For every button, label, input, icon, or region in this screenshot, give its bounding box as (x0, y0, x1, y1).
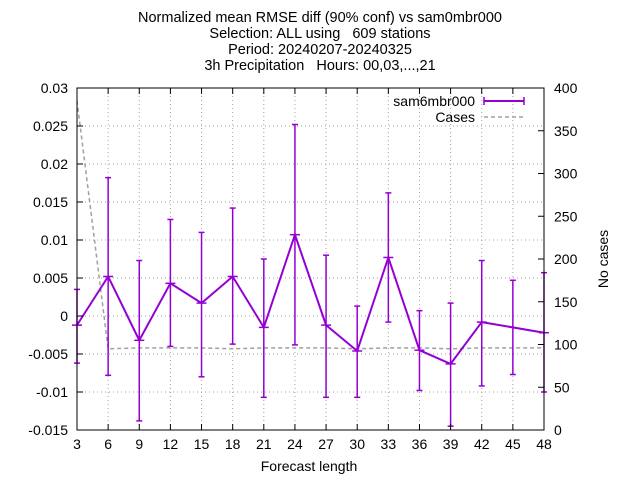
x-tick-label: 39 (443, 436, 459, 452)
y2-tick-label: 350 (554, 123, 578, 139)
y2-tick-label: 0 (554, 422, 562, 438)
y2-tick-label: 200 (554, 251, 578, 267)
legend-key-main (483, 97, 525, 105)
y-tick-label: 0.02 (41, 156, 68, 172)
x-tick-label: 18 (225, 436, 241, 452)
cases-series (76, 100, 544, 350)
y-tick-label: -0.015 (28, 422, 68, 438)
x-tick-label: 27 (318, 436, 334, 452)
legend: sam6mbr000 Cases (393, 93, 525, 125)
x-tick-label: 33 (381, 436, 397, 452)
chart-title-line-4: 3h Precipitation Hours: 00,03,...,21 (204, 58, 436, 74)
x-tick-label: 12 (163, 436, 179, 452)
chart-title-line-1: Normalized mean RMSE diff (90% conf) vs … (138, 10, 502, 26)
y2-tick-label: 100 (554, 337, 578, 353)
x-tick-label: 48 (536, 436, 552, 452)
chart-title-line-3: Period: 20240207-20240325 (228, 42, 412, 58)
chart-title-line-2: Selection: ALL using 609 stations (209, 26, 431, 42)
y-tick-label: -0.005 (28, 346, 68, 362)
main-line (76, 231, 545, 366)
x-tick-label: 21 (256, 436, 272, 452)
x-tick-label: 3 (73, 436, 81, 452)
y2-tick-label: 300 (554, 166, 578, 182)
main-series (72, 123, 549, 427)
x-tick-label: 45 (505, 436, 521, 452)
y2-axis-label: No cases (595, 230, 611, 288)
x-axis-label: Forecast length (261, 458, 358, 474)
x-tick-label: 15 (194, 436, 210, 452)
x-tick-label: 9 (135, 436, 143, 452)
grid (77, 88, 544, 430)
legend-label-cases: Cases (435, 109, 475, 125)
axes: 3 6 9 12 15 18 21 24 27 30 33 36 39 42 45 48-0.015-0.01… (28, 80, 577, 452)
y2-tick-label: 50 (554, 379, 570, 395)
y-tick-label: 0 (60, 308, 68, 324)
x-tick-label: 42 (474, 436, 490, 452)
x-tick-label: 36 (412, 436, 428, 452)
y2-tick-label: 250 (554, 208, 578, 224)
legend-label-main: sam6mbr000 (393, 93, 475, 109)
y-tick-label: 0.03 (41, 80, 68, 96)
plot-frame (76, 87, 545, 431)
y-tick-label: 0.01 (41, 232, 68, 248)
y-tick-label: 0.005 (33, 270, 68, 286)
cases-line (76, 100, 544, 350)
y-tick-label: -0.01 (36, 384, 68, 400)
y-tick-label: 0.015 (33, 194, 68, 210)
x-tick-label: 24 (287, 436, 303, 452)
x-tick-label: 30 (349, 436, 365, 452)
y-tick-label: 0.025 (33, 118, 68, 134)
y2-tick-label: 400 (554, 80, 578, 96)
y2-tick-label: 150 (554, 294, 578, 310)
x-tick-label: 6 (104, 436, 112, 452)
